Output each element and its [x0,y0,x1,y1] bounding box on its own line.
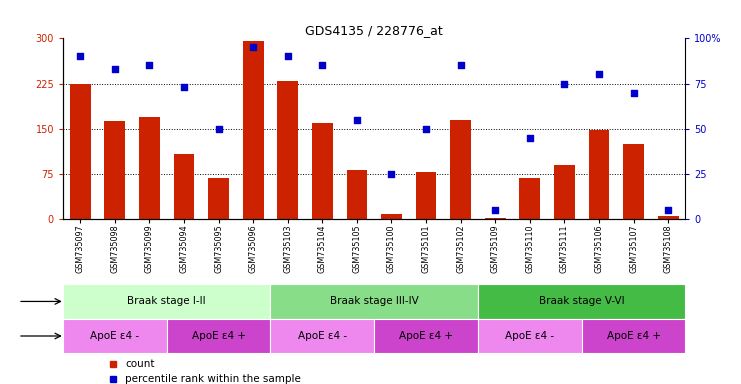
Point [662,207,674,213]
Bar [312,122,333,219]
Bar [270,319,374,353]
Text: ApoE ε4 +: ApoE ε4 + [607,331,660,341]
Bar [478,319,582,353]
Bar [270,284,478,319]
Bar [167,319,270,353]
Text: ApoE ε4 -: ApoE ε4 - [90,331,139,341]
Bar [70,84,90,219]
Text: Braak stage V-VI: Braak stage V-VI [539,296,625,306]
Bar [478,284,685,319]
Point [385,170,397,177]
Text: percentile rank within the sample: percentile rank within the sample [125,374,301,384]
Point [420,126,432,132]
Text: ApoE ε4 -: ApoE ε4 - [505,331,554,341]
Bar [519,178,540,219]
Point [74,53,86,60]
Bar [347,170,368,219]
Bar [63,319,167,353]
Bar [623,144,644,219]
Point [559,81,571,87]
Point [144,62,156,68]
Point [593,71,605,78]
Point [282,53,293,60]
Point [524,135,536,141]
Point [213,126,225,132]
Text: Braak stage III-IV: Braak stage III-IV [330,296,419,306]
Bar [243,41,264,219]
Text: count: count [125,359,155,369]
Bar [416,172,436,219]
Point [178,84,190,90]
Point [351,117,363,123]
Point [247,44,259,50]
Bar [139,117,160,219]
Bar [208,178,229,219]
Point [628,89,639,96]
Point [489,207,501,213]
Bar [381,214,402,219]
Text: ApoE ε4 +: ApoE ε4 + [192,331,245,341]
Point [316,62,328,68]
Bar [63,284,270,319]
Text: Braak stage I-II: Braak stage I-II [127,296,206,306]
Point [109,66,121,72]
Bar [588,130,609,219]
Bar [658,216,679,219]
Bar [374,319,478,353]
Bar [554,165,575,219]
Bar [104,121,125,219]
Bar [582,319,685,353]
Text: ApoE ε4 -: ApoE ε4 - [298,331,347,341]
Point [455,62,467,68]
Text: ApoE ε4 +: ApoE ε4 + [399,331,453,341]
Bar [485,218,505,219]
Bar [451,120,471,219]
Title: GDS4135 / 228776_at: GDS4135 / 228776_at [305,24,443,37]
Bar [277,81,298,219]
Bar [173,154,194,219]
